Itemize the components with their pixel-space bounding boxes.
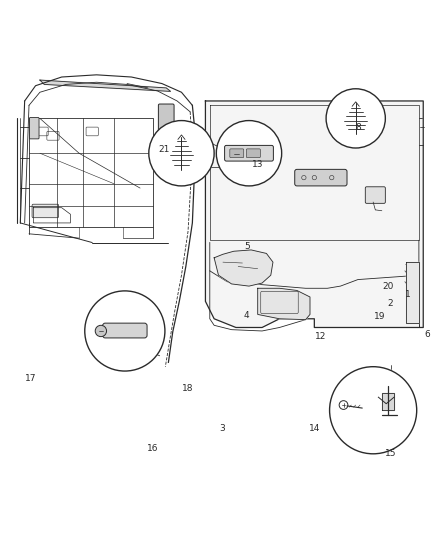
Text: 12: 12 — [315, 332, 326, 341]
Polygon shape — [258, 288, 310, 320]
Polygon shape — [382, 393, 394, 410]
FancyBboxPatch shape — [29, 117, 39, 139]
Text: 6: 6 — [425, 329, 430, 338]
FancyBboxPatch shape — [32, 204, 59, 217]
Polygon shape — [40, 80, 170, 91]
Circle shape — [329, 367, 417, 454]
Circle shape — [149, 120, 214, 186]
Text: 3: 3 — [219, 424, 225, 433]
Circle shape — [85, 291, 165, 371]
Text: 5: 5 — [244, 243, 250, 252]
FancyBboxPatch shape — [158, 104, 174, 146]
Text: 8: 8 — [355, 123, 361, 132]
FancyBboxPatch shape — [295, 169, 347, 186]
Text: 16: 16 — [147, 444, 159, 453]
Polygon shape — [406, 262, 419, 323]
FancyBboxPatch shape — [246, 149, 260, 158]
Text: 15: 15 — [385, 449, 396, 458]
FancyBboxPatch shape — [230, 149, 244, 158]
FancyBboxPatch shape — [365, 187, 385, 203]
Text: 14: 14 — [309, 424, 320, 433]
Text: 13: 13 — [252, 159, 264, 168]
Text: 18: 18 — [182, 384, 194, 393]
Polygon shape — [205, 101, 423, 327]
Text: 17: 17 — [24, 374, 36, 383]
Text: 21: 21 — [158, 146, 170, 154]
Text: 1: 1 — [405, 290, 411, 300]
Text: 19: 19 — [374, 312, 385, 321]
Circle shape — [216, 120, 282, 186]
Polygon shape — [214, 250, 273, 286]
FancyBboxPatch shape — [225, 146, 274, 161]
Text: 2: 2 — [388, 299, 393, 308]
Circle shape — [95, 325, 107, 337]
Text: 4: 4 — [244, 311, 250, 320]
Circle shape — [326, 89, 385, 148]
FancyBboxPatch shape — [103, 323, 147, 338]
Text: 20: 20 — [383, 281, 394, 290]
